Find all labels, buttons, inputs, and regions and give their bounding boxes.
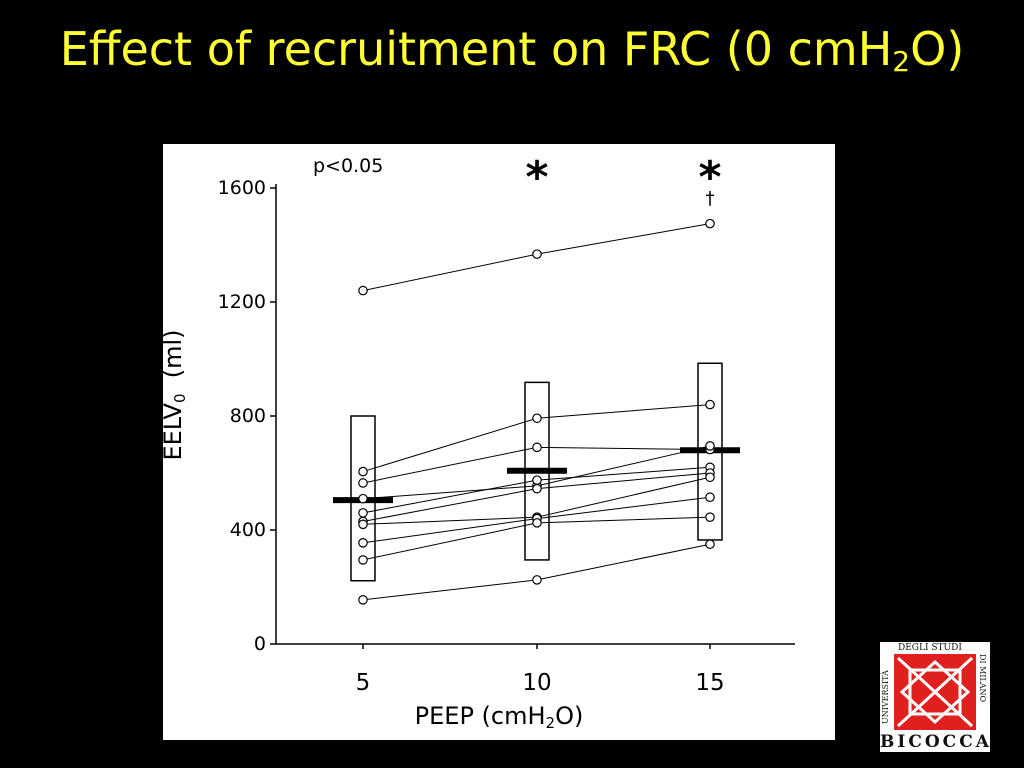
p-value-annotation: p<0.05: [313, 155, 383, 177]
slide-title-end: O): [910, 22, 965, 76]
data-point: [705, 472, 715, 483]
x-tick-label: 5: [356, 670, 371, 696]
logo-right-text: DI MILANO: [978, 654, 987, 703]
data-point: [532, 249, 542, 259]
x-axis-label-end: O): [555, 702, 584, 730]
logo-name: BICOCCA: [880, 732, 992, 752]
significance-marker: *: [525, 152, 548, 203]
data-point: [532, 442, 542, 453]
x-tick-label: 15: [695, 670, 724, 696]
y-tick-label: 1600: [218, 177, 266, 199]
data-point: [705, 441, 715, 451]
y-tick-label: 0: [254, 633, 266, 655]
data-point: [705, 492, 715, 503]
data-point: [705, 218, 715, 229]
data-point: [532, 483, 542, 494]
chart-panel: 0 400 800 1200 1600 5 10 15 p<0.05 * * †: [163, 144, 835, 740]
x-tick-label: 10: [522, 670, 551, 696]
dagger-marker: †: [706, 188, 715, 209]
data-point: [532, 413, 542, 424]
data-point: [358, 478, 368, 488]
data-point: [358, 595, 368, 605]
slide-title-main: Effect of recruitment on FRC (0 cmH: [59, 22, 893, 76]
data-point: [705, 512, 715, 522]
slide-title: Effect of recruitment on FRC (0 cmH2O): [0, 22, 1024, 78]
university-logo: DEGLI STUDI UNIVERSITÀ DI MILANO BICOCCA: [880, 642, 990, 752]
data-point: [358, 508, 368, 518]
logo-emblem-icon: [894, 654, 976, 730]
data-point: [532, 475, 542, 485]
x-axis-label-main: PEEP (cmH: [414, 702, 546, 730]
logo-top-text: DEGLI STUDI: [898, 643, 962, 653]
subject-line: [362, 543, 711, 601]
data-point: [705, 399, 715, 410]
y-axis-label-end: (ml): [159, 329, 187, 394]
data-point: [358, 285, 368, 296]
y-tick-label: 800: [230, 405, 266, 427]
data-point: [358, 493, 368, 504]
data-point: [532, 518, 542, 528]
data-point: [358, 538, 368, 548]
data-point: [358, 466, 368, 477]
data-point: [705, 539, 715, 550]
x-axis-label-subscript: 2: [545, 714, 556, 732]
data-point: [532, 575, 542, 585]
y-axis-label-subscript: 0: [171, 393, 189, 404]
y-axis-label-main: EELV: [159, 403, 187, 461]
y-tick-label: 1200: [218, 291, 266, 313]
data-point: [358, 519, 368, 530]
y-tick-label: 400: [230, 519, 266, 541]
data-point: [358, 555, 368, 565]
y-axis-label: EELV0 (ml): [159, 329, 189, 460]
x-axis-label: PEEP (cmH2O): [164, 702, 834, 732]
slide-title-subscript: 2: [892, 45, 911, 78]
significance-marker: *: [698, 152, 721, 203]
logo-left-text: UNIVERSITÀ: [881, 670, 890, 724]
